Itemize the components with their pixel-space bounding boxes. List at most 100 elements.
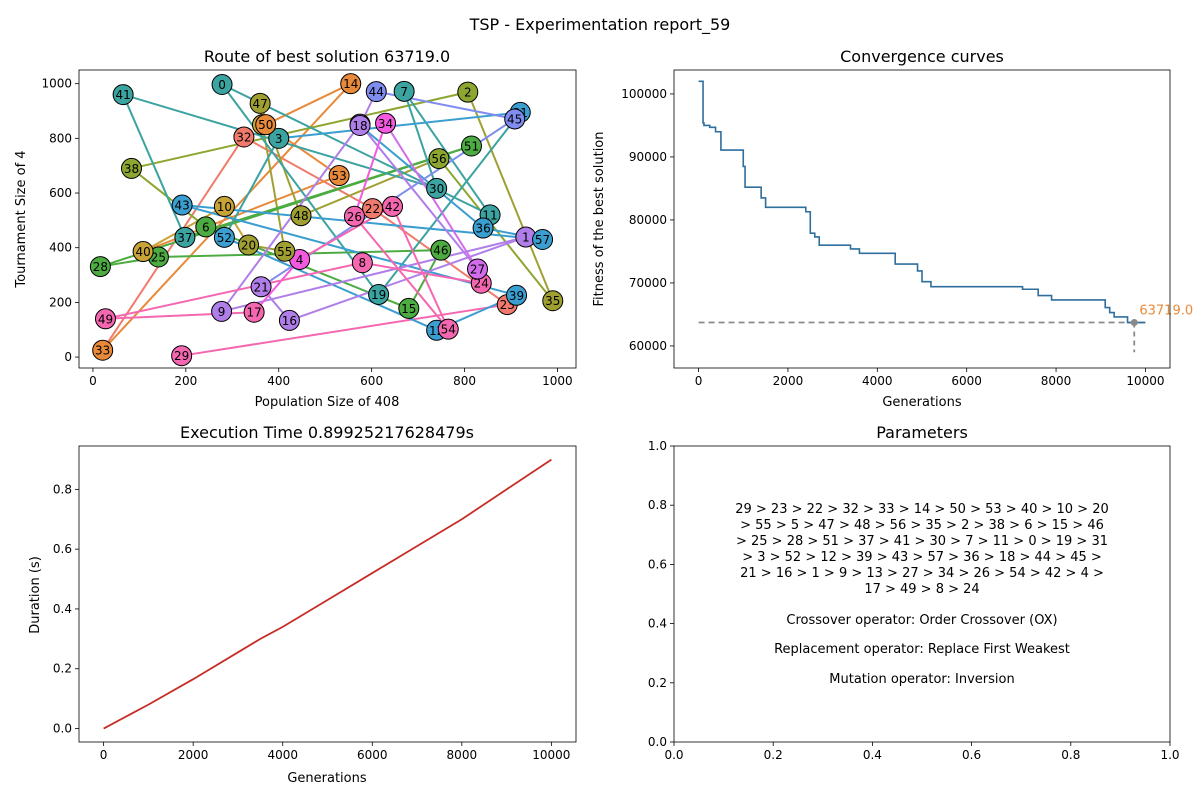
city-marker [89,256,111,278]
city-label: 4 [296,253,304,267]
route-edge [122,94,186,238]
city-marker [211,300,233,322]
route-edge [359,124,484,229]
city-label: 14 [343,77,358,91]
route-line: 21 > 16 > 1 > 9 > 13 > 27 > 34 > 26 > 54… [740,566,1104,581]
route-title: Route of best solution 63719.0 [204,47,450,66]
city-label: 32 [236,130,251,144]
city-marker [532,229,554,251]
city-label: 36 [475,222,490,236]
x-tick-label: 6000 [357,748,388,762]
city-label: 38 [124,162,139,176]
city-marker [112,84,134,106]
x-tick-label: 600 [360,374,383,388]
x-tick-label: 0.4 [863,748,882,762]
y-tick-label: 80000 [629,213,667,227]
x-tick-label: 2000 [773,374,804,388]
city-label: 3 [275,132,283,146]
city-label: 19 [371,288,386,302]
route-panel: 0200400600800100002004006008001000012345… [41,69,577,388]
city-marker [504,108,526,130]
city-label: 18 [352,119,367,133]
route-edge [131,91,468,170]
route-line: > 25 > 28 > 51 > 37 > 41 > 30 > 7 > 11 >… [736,534,1108,549]
x-tick-label: 4000 [267,748,298,762]
city-marker [238,234,260,256]
city-label: 40 [135,245,150,259]
route-xlabel: Population Size of 408 [255,395,400,410]
y-tick-label: 0.2 [648,676,667,690]
city-label: 56 [431,152,446,166]
city-label: 17 [246,306,261,320]
city-marker [375,112,397,134]
y-tick-label: 600 [49,186,72,200]
city-label: 7 [400,85,408,99]
city-marker [457,81,479,103]
x-tick-label: 10000 [1126,374,1164,388]
exectime-ylabel: Duration (s) [28,556,43,634]
city-label: 51 [464,140,479,154]
city-marker [278,309,300,331]
y-tick-label: 90000 [629,150,667,164]
city-marker [351,252,373,274]
city-label: 39 [509,289,524,303]
city-label: 46 [433,244,448,258]
city-marker [340,73,362,95]
y-tick-label: 0.4 [648,617,667,631]
axes-frame [78,69,577,369]
city-marker [171,194,193,216]
x-tick-label: 0 [100,748,108,762]
route-edge [353,215,450,330]
city-label: 52 [217,231,232,245]
city-marker [243,301,265,323]
city-label: 57 [535,233,550,247]
route-edge [221,236,527,313]
route-line: > 3 > 52 > 12 > 39 > 43 > 57 > 36 > 18 >… [742,550,1102,565]
city-label: 44 [369,85,384,99]
route-edge [181,303,508,357]
exectime-title: Execution Time 0.89925217628479s [180,423,474,442]
city-label: 15 [401,302,416,316]
city-marker [365,81,387,103]
city-label: 16 [282,314,297,328]
x-tick-label: 8000 [447,748,478,762]
city-marker [249,92,271,114]
city-marker [542,290,564,312]
city-label: 21 [253,280,268,294]
city-marker [174,226,196,248]
x-tick-label: 2000 [178,748,209,762]
city-label: 10 [217,200,232,214]
route-nodes: 0123456789101112131415161718192021222324… [89,73,564,367]
x-tick-label: 0.6 [962,748,981,762]
route-edge [243,136,374,210]
city-label: 50 [258,118,273,132]
y-tick-label: 400 [49,241,72,255]
city-marker [343,205,365,227]
x-tick-label: 10000 [532,748,570,762]
y-tick-label: 0.0 [648,735,667,749]
city-label: 22 [365,202,380,216]
city-label: 6 [202,220,210,234]
city-label: 27 [470,263,485,277]
crossover-text: Crossover operator: Order Crossover (OX) [786,613,1057,628]
city-marker [132,241,154,263]
city-label: 48 [293,209,308,223]
city-marker [460,135,482,157]
city-marker [92,339,114,361]
city-marker [255,114,277,136]
x-tick-label: 8000 [1041,374,1072,388]
route-edge [253,258,301,313]
city-label: 37 [177,231,192,245]
city-marker [213,226,235,248]
city-marker [195,216,217,238]
city-marker [437,318,459,340]
city-label: 34 [378,117,393,131]
route-edge [359,123,479,270]
axes-frame [673,445,1171,743]
parameters-panel: 0.0 0.2 0.4 0.6 0.8 1.0 0.0 0.2 0.4 0.6 0.8 1.0 [648,439,1180,762]
route-edge [362,261,482,285]
route-line: 29 > 23 > 22 > 32 > 33 > 14 > 50 > 53 > … [735,502,1109,517]
x-tick-label: 0.8 [1061,748,1080,762]
x-tick-label: 0 [695,374,703,388]
city-label: 53 [331,169,346,183]
